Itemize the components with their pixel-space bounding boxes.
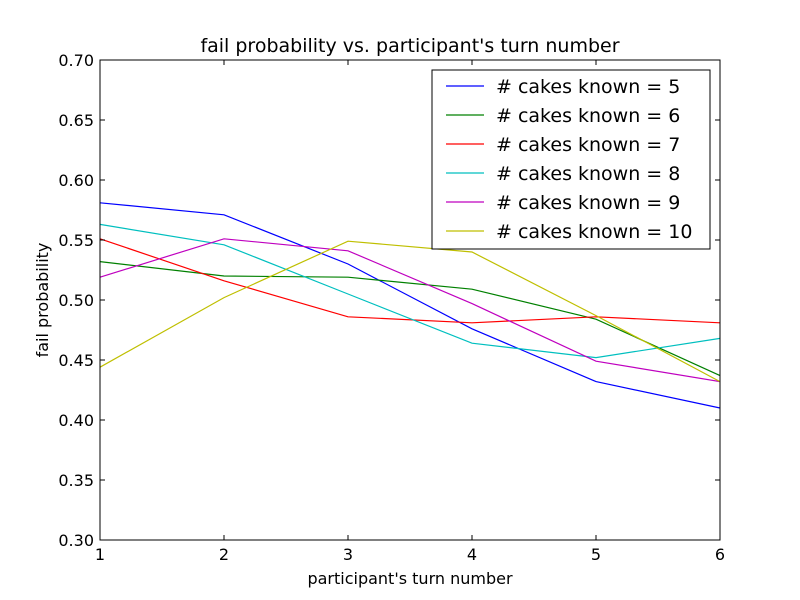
legend: # cakes known = 5 # cakes known = 6 # cake… xyxy=(431,69,711,250)
series-line-4 xyxy=(99,223,721,359)
y-tick-label: 0.70 xyxy=(58,51,94,70)
series-line-5 xyxy=(99,238,721,383)
legend-label-4: # cakes known = 8 xyxy=(496,163,680,185)
legend-label-6: # cakes known = 10 xyxy=(496,221,692,243)
y-tick-label: 0.60 xyxy=(58,171,94,190)
series-line-6 xyxy=(99,240,721,383)
series-layer xyxy=(99,202,721,409)
y-tick-label: 0.35 xyxy=(58,471,94,490)
y-axis-label: fail probability xyxy=(33,243,52,358)
chart-title: fail probability vs. participant's turn … xyxy=(200,35,619,57)
series-line-3 xyxy=(99,238,721,324)
legend-label-3: # cakes known = 7 xyxy=(496,134,680,156)
y-tick-label: 0.40 xyxy=(58,411,94,430)
legend-label-1: # cakes known = 5 xyxy=(496,76,680,98)
y-tick-label: 0.45 xyxy=(58,351,94,370)
y-axis: 0.30 0.35 0.40 0.45 0.50 0.55 0.60 0.65 0.70 xyxy=(58,51,720,550)
x-axis: 1 2 3 4 5 6 xyxy=(95,60,725,564)
x-tick-label: 3 xyxy=(343,545,353,564)
x-tick-label: 1 xyxy=(95,545,105,564)
y-tick-label: 0.65 xyxy=(58,111,94,130)
legend-label-2: # cakes known = 6 xyxy=(496,105,680,127)
legend-label-5: # cakes known = 9 xyxy=(496,192,680,214)
y-tick-label: 0.30 xyxy=(58,531,94,550)
x-tick-label: 5 xyxy=(591,545,601,564)
series-line-1 xyxy=(99,202,721,409)
y-tick-label: 0.55 xyxy=(58,231,94,250)
x-tick-label: 4 xyxy=(467,545,477,564)
x-tick-label: 6 xyxy=(715,545,725,564)
legend-box xyxy=(431,69,711,250)
x-axis-label: participant's turn number xyxy=(307,569,513,588)
x-tick-label: 2 xyxy=(219,545,229,564)
y-tick-label: 0.50 xyxy=(58,291,94,310)
